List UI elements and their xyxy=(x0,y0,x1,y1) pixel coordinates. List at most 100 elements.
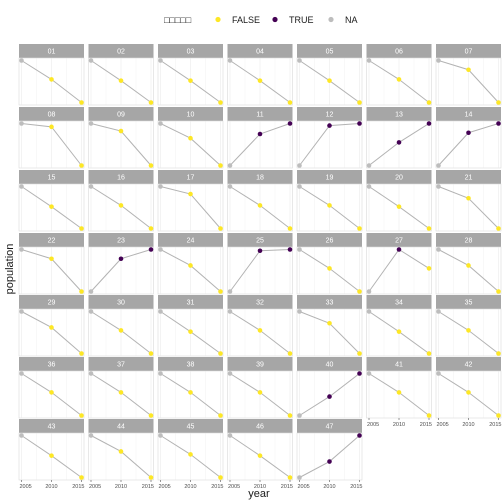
data-point-false xyxy=(327,78,332,83)
facet-strip xyxy=(88,44,154,58)
facet-strip xyxy=(297,170,362,184)
data-point-na xyxy=(227,309,233,314)
data-point-na xyxy=(19,371,24,376)
data-point-false xyxy=(79,475,84,480)
facet-panel-47: 47 2005 2010 2015 xyxy=(296,419,363,490)
data-point-false xyxy=(218,413,223,418)
data-point-true xyxy=(357,433,362,438)
data-point-false xyxy=(49,453,54,458)
legend-label-false: FALSE xyxy=(232,15,260,25)
facet-panel-13: 13 xyxy=(366,107,432,169)
facet-strip-label: 02 xyxy=(117,49,125,56)
facet-strip xyxy=(227,170,293,184)
facet-strip xyxy=(227,107,293,121)
facet-strip-label: 10 xyxy=(187,112,195,119)
data-point-false xyxy=(148,351,154,356)
facet-strip-label: 38 xyxy=(187,362,195,369)
data-point-false xyxy=(188,191,193,197)
legend-label-true: TRUE xyxy=(289,15,314,25)
legend-key-na xyxy=(328,16,334,23)
data-point-true xyxy=(118,256,124,262)
facet-panel-33: 33 xyxy=(296,295,363,357)
data-point-na xyxy=(227,433,233,438)
facet-panel-44: 44 2005 2010 2015 xyxy=(88,419,154,490)
data-point-false xyxy=(426,100,432,105)
data-point-na xyxy=(436,247,441,252)
facet-strip-label: 16 xyxy=(117,175,125,182)
facet-panel-18: 18 xyxy=(227,170,293,232)
facet-panel-01: 01 xyxy=(18,44,85,106)
x-tick-label: 2015 xyxy=(281,484,293,490)
facet-strip xyxy=(19,44,84,58)
facet-strip-label: 35 xyxy=(465,300,473,307)
data-point-false xyxy=(118,390,124,395)
facet-strip-label: 09 xyxy=(117,112,125,119)
data-point-true xyxy=(257,131,263,137)
facet-strip xyxy=(19,295,84,309)
facet-strip-label: 15 xyxy=(48,175,56,182)
facet-strip xyxy=(366,233,432,247)
data-point-false xyxy=(496,100,501,105)
data-point-na xyxy=(297,475,302,480)
facet-strip xyxy=(436,357,501,371)
data-point-true xyxy=(327,123,332,128)
facet-strip xyxy=(88,107,154,121)
data-point-false xyxy=(466,328,471,333)
x-tick-label: 2010 xyxy=(254,484,266,490)
facet-panel-46: 46 2005 2010 2015 xyxy=(227,419,293,490)
facet-panel-10: 10 xyxy=(157,107,224,169)
data-point-false xyxy=(466,263,471,268)
facet-panel-28: 28 xyxy=(435,233,502,295)
facet-strip xyxy=(19,419,84,433)
facet-strip-label: 32 xyxy=(256,300,264,307)
data-point-true xyxy=(396,247,402,252)
data-point-false xyxy=(426,266,432,271)
data-point-na xyxy=(88,371,94,376)
x-tick-label: 2010 xyxy=(323,484,335,490)
facet-panel-27: 27 xyxy=(366,233,432,295)
x-tick-label: 2005 xyxy=(298,484,310,490)
data-point-false xyxy=(466,195,471,201)
data-point-false xyxy=(496,413,501,418)
facet-panel-02: 02 xyxy=(88,44,154,106)
data-point-na xyxy=(366,309,372,314)
data-point-false xyxy=(148,226,154,231)
data-point-false xyxy=(396,390,402,395)
facet-strip xyxy=(158,233,223,247)
data-point-na xyxy=(366,58,372,63)
data-point-na xyxy=(158,371,163,376)
facet-strip-label: 39 xyxy=(256,362,264,369)
data-point-false xyxy=(49,325,54,330)
facet-strip-label: 11 xyxy=(256,112,263,119)
facet-panel-19: 19 xyxy=(296,170,363,232)
data-point-false xyxy=(49,124,54,130)
data-point-na xyxy=(297,184,302,189)
facet-strip-label: 46 xyxy=(256,424,264,431)
facet-strip xyxy=(366,44,432,58)
facet-strip-label: 27 xyxy=(395,238,403,245)
facet-strip xyxy=(19,357,84,371)
facet-strip-label: 30 xyxy=(117,300,125,307)
legend-key-false xyxy=(215,16,221,23)
data-point-na xyxy=(19,58,24,63)
facet-strip xyxy=(227,357,293,371)
facet-panel-43: 43 2005 2010 2015 xyxy=(18,419,85,490)
data-point-na xyxy=(297,58,302,63)
facet-strip xyxy=(19,107,84,121)
data-point-false xyxy=(49,390,54,395)
facet-strip-label: 04 xyxy=(256,49,264,56)
facet-strip-label: 25 xyxy=(256,238,264,245)
data-point-false xyxy=(396,77,402,82)
x-tick-label: 2010 xyxy=(462,422,474,428)
facet-strip-label: 31 xyxy=(187,300,195,307)
data-point-false xyxy=(426,413,432,418)
facet-panel-38: 38 xyxy=(157,357,224,419)
y-axis-title: population xyxy=(4,244,16,295)
facet-strip-label: 12 xyxy=(326,112,334,119)
legend: □□□□□ FALSE TRUE NA xyxy=(164,15,358,25)
facet-strip xyxy=(297,419,362,433)
data-point-false xyxy=(327,320,332,326)
data-point-false xyxy=(257,78,263,83)
data-point-false xyxy=(257,453,263,458)
facet-strip-label: 18 xyxy=(256,175,264,182)
